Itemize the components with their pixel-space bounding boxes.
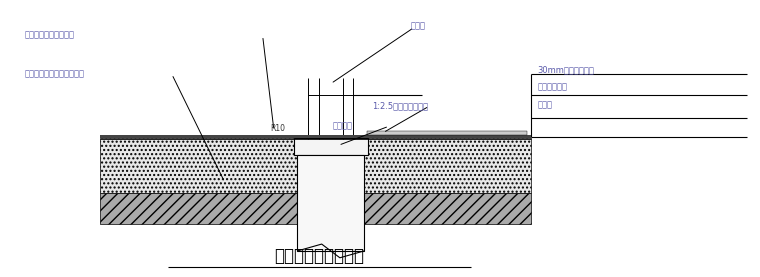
Bar	[364, 193, 531, 224]
Text: 覆合防水泥砂浆保护层: 覆合防水泥砂浆保护层	[24, 30, 74, 39]
Bar	[364, 138, 531, 193]
Bar	[367, 130, 527, 135]
Bar	[364, 135, 531, 138]
Bar	[100, 138, 297, 193]
Text: 防临层: 防临层	[537, 101, 553, 109]
Text: 30mm细石砼保护层: 30mm细石砼保护层	[537, 65, 594, 75]
Text: 水泥基渗透结晶型防水涂料: 水泥基渗透结晶型防水涂料	[24, 70, 84, 79]
Text: 桩钢筋: 桩钢筋	[410, 22, 426, 30]
Text: 丁基橡胶堵材: 丁基橡胶堵材	[537, 83, 568, 91]
Bar	[293, 135, 368, 138]
Bar	[293, 138, 368, 155]
Text: 1:2.5水泥砂浆保护层: 1:2.5水泥砂浆保护层	[372, 101, 429, 110]
Text: R10: R10	[271, 124, 285, 134]
Text: 桩顶桩帽: 桩顶桩帽	[333, 122, 353, 131]
Bar	[100, 193, 297, 224]
Bar	[100, 135, 297, 138]
Text: 桩顶防水做法示意图: 桩顶防水做法示意图	[274, 247, 365, 265]
Bar	[297, 155, 364, 251]
